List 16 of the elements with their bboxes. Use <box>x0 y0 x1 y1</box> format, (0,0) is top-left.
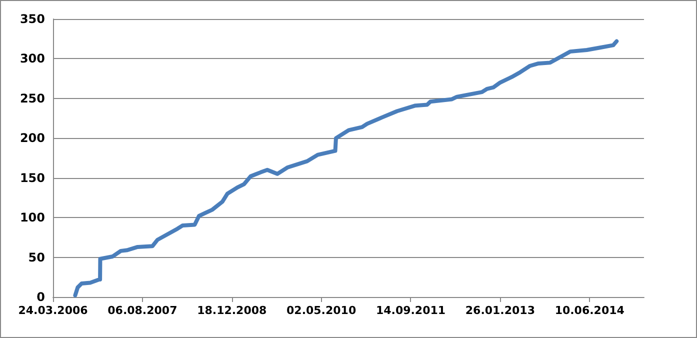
y-tick-label: 50 <box>28 250 45 264</box>
x-tick-label: 10.06.2014 <box>554 304 625 317</box>
y-tick-label: 300 <box>20 52 45 66</box>
x-tick-label: 02.05.2010 <box>286 304 356 317</box>
x-tick-label: 18.12.2008 <box>197 304 267 317</box>
y-tick-label: 200 <box>20 131 45 146</box>
y-tick-label: 250 <box>20 91 45 106</box>
x-tick-label: 14.09.2011 <box>376 304 446 317</box>
y-tick-label: 150 <box>20 170 45 185</box>
y-tick-label: 0 <box>36 290 45 304</box>
y-tick-label: 100 <box>20 210 45 225</box>
line-series <box>73 39 619 298</box>
x-tick-label: 24.03.2006 <box>18 304 88 317</box>
x-tick-label: 06.08.2007 <box>108 304 178 317</box>
y-tick-label: 350 <box>20 12 45 26</box>
x-tick-label: 26.01.2013 <box>465 304 535 317</box>
